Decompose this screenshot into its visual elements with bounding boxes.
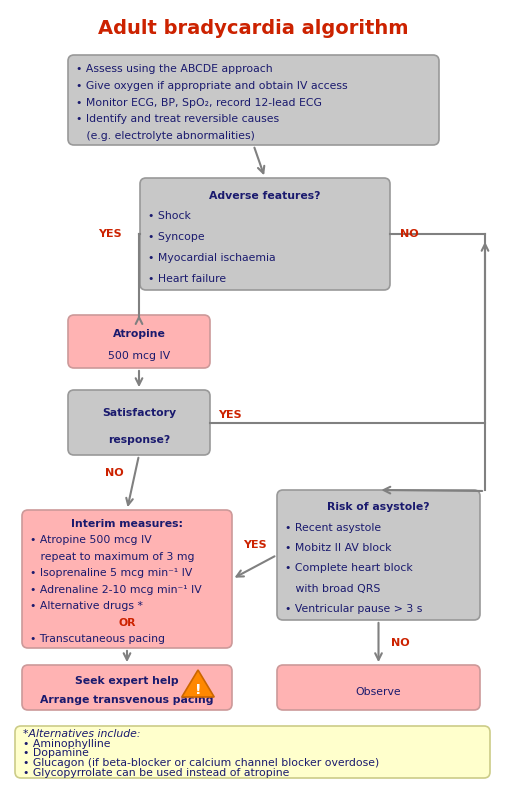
Text: • Heart failure: • Heart failure xyxy=(148,274,226,284)
Text: Observe: Observe xyxy=(356,687,402,698)
FancyBboxPatch shape xyxy=(68,315,210,368)
Text: Seek expert help: Seek expert help xyxy=(75,676,179,686)
FancyBboxPatch shape xyxy=(68,55,439,145)
FancyBboxPatch shape xyxy=(277,665,480,710)
FancyBboxPatch shape xyxy=(277,490,480,620)
Text: Interim measures:: Interim measures: xyxy=(71,519,183,529)
Text: • Syncope: • Syncope xyxy=(148,232,205,242)
FancyBboxPatch shape xyxy=(68,390,210,455)
Text: • Assess using the ABCDE approach: • Assess using the ABCDE approach xyxy=(76,64,273,74)
Text: • Glucagon (if beta-blocker or calcium channel blocker overdose): • Glucagon (if beta-blocker or calcium c… xyxy=(23,758,379,768)
Text: Satisfactory: Satisfactory xyxy=(102,408,176,418)
Text: • Transcutaneous pacing: • Transcutaneous pacing xyxy=(30,634,165,644)
Text: Atropine: Atropine xyxy=(113,329,165,339)
Text: • Atropine 500 mcg IV: • Atropine 500 mcg IV xyxy=(30,536,152,545)
FancyBboxPatch shape xyxy=(22,510,232,648)
Text: with broad QRS: with broad QRS xyxy=(285,584,380,593)
FancyBboxPatch shape xyxy=(140,178,390,290)
Text: Adult bradycardia algorithm: Adult bradycardia algorithm xyxy=(98,18,409,37)
Text: !: ! xyxy=(195,683,201,697)
Text: • Glycopyrrolate can be used instead of atropine: • Glycopyrrolate can be used instead of … xyxy=(23,768,289,778)
Text: repeat to maximum of 3 mg: repeat to maximum of 3 mg xyxy=(30,552,195,562)
Text: • Give oxygen if appropriate and obtain IV access: • Give oxygen if appropriate and obtain … xyxy=(76,81,348,91)
Text: YES: YES xyxy=(98,229,122,239)
Text: YES: YES xyxy=(243,540,266,550)
FancyBboxPatch shape xyxy=(22,665,232,710)
Text: 500 mcg IV: 500 mcg IV xyxy=(108,351,170,361)
Text: • Shock: • Shock xyxy=(148,211,191,221)
Text: • Identify and treat reversible causes: • Identify and treat reversible causes xyxy=(76,114,279,124)
Text: • Recent asystole: • Recent asystole xyxy=(285,523,381,532)
Text: (e.g. electrolyte abnormalities): (e.g. electrolyte abnormalities) xyxy=(76,131,255,141)
Text: • Mobitz II AV block: • Mobitz II AV block xyxy=(285,543,391,553)
Text: • Ventricular pause > 3 s: • Ventricular pause > 3 s xyxy=(285,604,422,614)
Text: Adverse features?: Adverse features? xyxy=(209,191,321,201)
Text: OR: OR xyxy=(118,618,136,627)
Text: Risk of asystole?: Risk of asystole? xyxy=(327,502,430,513)
Text: • Dopamine: • Dopamine xyxy=(23,748,89,759)
Text: • Monitor ECG, BP, SpO₂, record 12-lead ECG: • Monitor ECG, BP, SpO₂, record 12-lead … xyxy=(76,97,322,108)
Text: • Alternative drugs *: • Alternative drugs * xyxy=(30,601,143,611)
Text: NO: NO xyxy=(105,468,124,478)
Text: • Adrenaline 2-10 mcg min⁻¹ IV: • Adrenaline 2-10 mcg min⁻¹ IV xyxy=(30,585,202,595)
Text: • Aminophylline: • Aminophylline xyxy=(23,739,111,749)
Text: response?: response? xyxy=(108,435,170,445)
Text: YES: YES xyxy=(218,410,242,419)
Text: • Isoprenaline 5 mcg min⁻¹ IV: • Isoprenaline 5 mcg min⁻¹ IV xyxy=(30,568,192,578)
Text: NO: NO xyxy=(400,229,419,239)
Text: • Complete heart block: • Complete heart block xyxy=(285,563,413,573)
Polygon shape xyxy=(182,670,214,697)
Text: • Myocardial ischaemia: • Myocardial ischaemia xyxy=(148,253,276,263)
Text: *Alternatives include:: *Alternatives include: xyxy=(23,729,140,739)
FancyBboxPatch shape xyxy=(15,726,490,778)
Text: NO: NO xyxy=(390,638,409,648)
Text: Arrange transvenous pacing: Arrange transvenous pacing xyxy=(40,694,214,705)
